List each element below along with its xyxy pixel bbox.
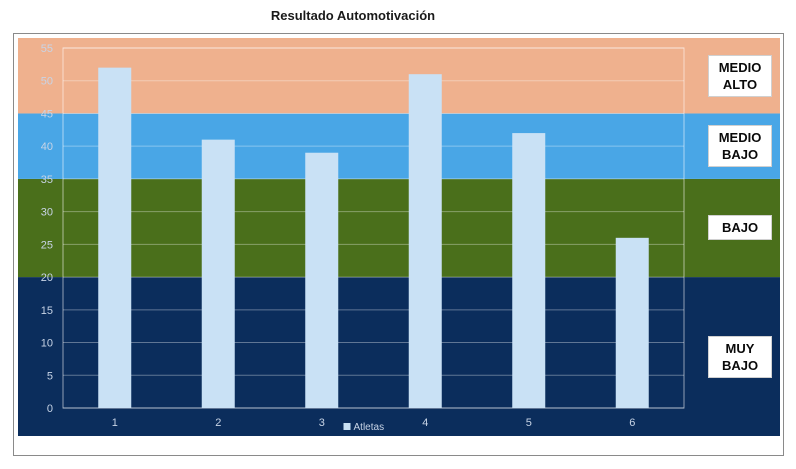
x-tick-label: 5 [526, 417, 532, 429]
y-tick-label: 40 [41, 141, 53, 153]
band-bajo [18, 178, 780, 278]
band-medio-alto [18, 38, 780, 114]
legend-label: Atletas [354, 422, 385, 433]
x-tick-label: 4 [422, 417, 428, 429]
band-label-medio-alto: MEDIO ALTO [700, 38, 780, 113]
bar-4 [408, 74, 442, 408]
x-tick-label: 1 [112, 417, 118, 429]
y-tick-label: 5 [47, 370, 53, 382]
bar-3 [305, 152, 339, 408]
y-tick-label: 45 [41, 108, 53, 120]
band-label-medio-bajo: MEDIO BAJO [700, 113, 780, 178]
bar-2 [201, 139, 235, 408]
bar-6 [615, 237, 649, 408]
y-tick-label: 50 [41, 76, 53, 88]
y-tick-label: 55 [41, 43, 53, 55]
chart-title: Resultado Automotivación [270, 8, 436, 23]
y-tick-label: 10 [41, 338, 53, 350]
plot-area-border [62, 47, 685, 409]
chart-outer-border [13, 33, 784, 456]
bar-5 [512, 133, 546, 408]
band-label-bajo: BAJO [700, 179, 780, 277]
band-muy-bajo [18, 277, 780, 436]
band-label-muy-bajo: MUY BAJO [700, 277, 780, 436]
y-tick-label: 25 [41, 239, 53, 251]
x-tick-label: 2 [215, 417, 221, 429]
band-label-text: MEDIO BAJO [708, 125, 772, 168]
y-tick-label: 0 [47, 403, 53, 415]
band-label-text: MEDIO ALTO [708, 54, 772, 97]
y-tick-label: 20 [41, 272, 53, 284]
legend-swatch [343, 423, 351, 430]
x-tick-label: 3 [319, 417, 325, 429]
band-label-text: BAJO [708, 215, 772, 241]
bar-1 [98, 67, 132, 409]
band-label-column: MUY BAJO BAJO MEDIO BAJO MEDIO ALTO [18, 38, 780, 436]
y-tick-label: 35 [41, 174, 53, 186]
band-label-text: MUY BAJO [708, 335, 772, 378]
y-tick-label: 15 [41, 305, 53, 317]
x-tick-label: 6 [629, 417, 635, 429]
y-tick-label: 30 [41, 207, 53, 219]
band-medio-bajo [18, 113, 780, 179]
